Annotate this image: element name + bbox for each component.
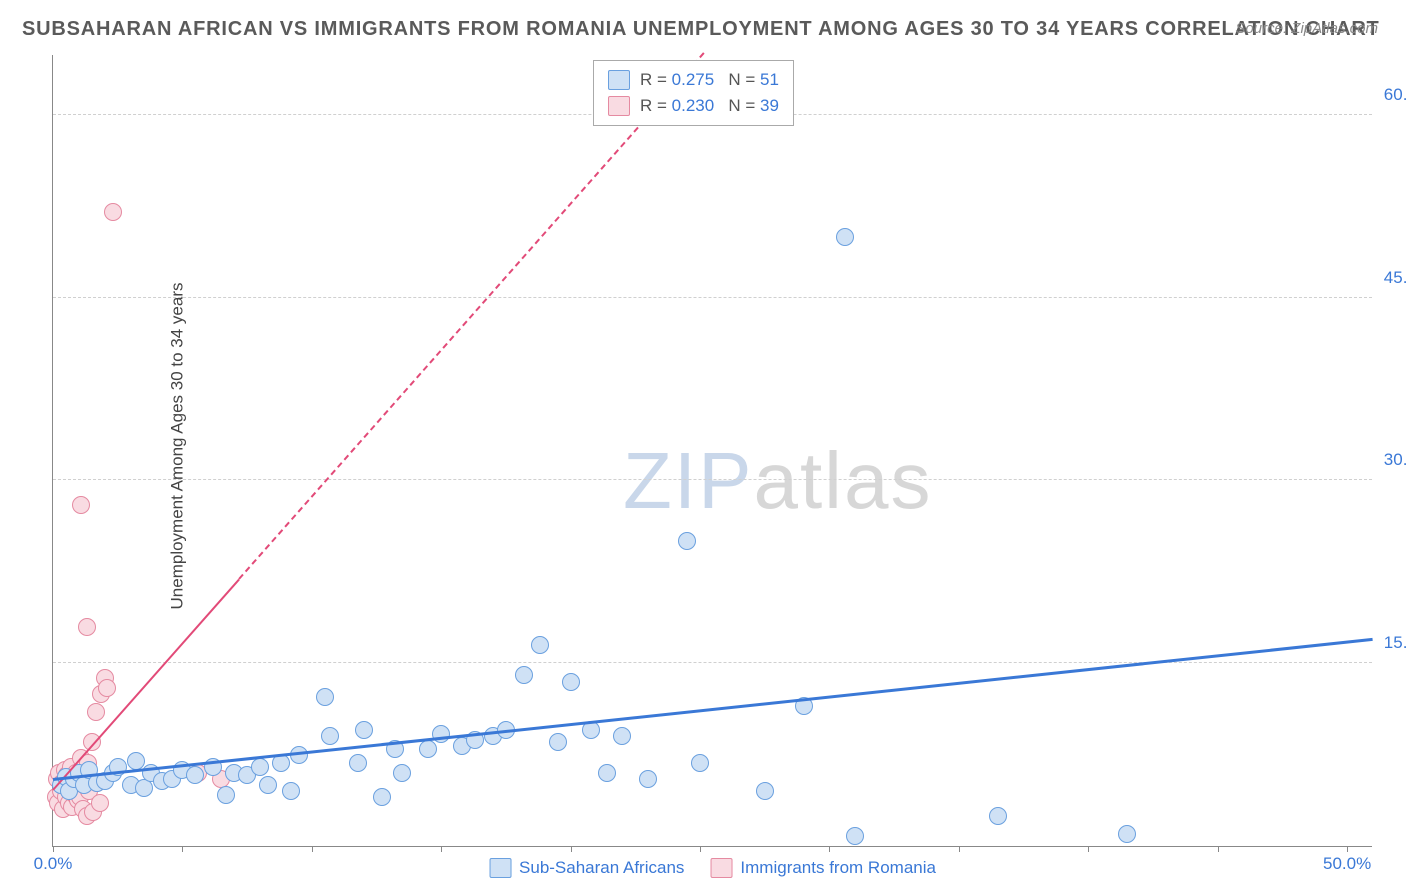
legend-swatch <box>608 96 630 116</box>
x-tick <box>959 846 960 852</box>
scatter-point-blue <box>316 688 334 706</box>
scatter-point-blue <box>549 733 567 751</box>
y-tick-label: 15.0% <box>1384 633 1406 653</box>
trendline-blue <box>53 638 1373 781</box>
watermark-text-a: ZIP <box>623 436 753 525</box>
scatter-point-pink <box>104 203 122 221</box>
source-name: ZipAtlas.com <box>1291 20 1378 37</box>
legend-statistics: R = 0.275 N = 51R = 0.230 N = 39 <box>593 60 794 126</box>
scatter-point-blue <box>419 740 437 758</box>
legend-stat-row: R = 0.275 N = 51 <box>608 67 779 93</box>
watermark-text-b: atlas <box>753 436 932 525</box>
scatter-point-blue <box>355 721 373 739</box>
legend-series-label: Sub-Saharan Africans <box>519 858 684 878</box>
y-tick-label: 30.0% <box>1384 450 1406 470</box>
legend-series-item: Immigrants from Romania <box>710 858 936 878</box>
legend-swatch <box>608 70 630 90</box>
trendline-pink <box>239 52 706 580</box>
scatter-point-pink <box>78 618 96 636</box>
scatter-point-blue <box>515 666 533 684</box>
scatter-point-blue <box>613 727 631 745</box>
scatter-point-blue <box>1118 825 1136 843</box>
legend-series-label: Immigrants from Romania <box>740 858 936 878</box>
legend-stat-text: R = 0.275 N = 51 <box>640 67 779 93</box>
x-tick-label: 50.0% <box>1323 854 1371 874</box>
x-tick <box>1347 846 1348 852</box>
scatter-point-blue <box>282 782 300 800</box>
scatter-point-blue <box>562 673 580 691</box>
legend-stat-row: R = 0.230 N = 39 <box>608 93 779 119</box>
x-tick-label: 0.0% <box>34 854 73 874</box>
legend-swatch <box>710 858 732 878</box>
x-tick <box>53 846 54 852</box>
x-tick <box>829 846 830 852</box>
scatter-point-blue <box>531 636 549 654</box>
scatter-plot-area: ZIPatlas 15.0%30.0%45.0%60.0%0.0%50.0%R … <box>52 55 1372 847</box>
scatter-point-blue <box>186 766 204 784</box>
scatter-point-pink <box>72 496 90 514</box>
gridline-horizontal <box>53 662 1372 663</box>
scatter-point-blue <box>691 754 709 772</box>
scatter-point-blue <box>639 770 657 788</box>
scatter-point-blue <box>678 532 696 550</box>
x-tick <box>441 846 442 852</box>
scatter-point-pink <box>91 794 109 812</box>
y-tick-label: 45.0% <box>1384 268 1406 288</box>
scatter-point-blue <box>373 788 391 806</box>
legend-swatch <box>489 858 511 878</box>
scatter-point-blue <box>756 782 774 800</box>
x-tick <box>571 846 572 852</box>
scatter-point-pink <box>98 679 116 697</box>
watermark: ZIPatlas <box>623 435 932 527</box>
scatter-point-blue <box>127 752 145 770</box>
scatter-point-blue <box>259 776 277 794</box>
x-tick <box>1218 846 1219 852</box>
scatter-point-blue <box>846 827 864 845</box>
legend-series-item: Sub-Saharan Africans <box>489 858 684 878</box>
legend-series: Sub-Saharan Africans Immigrants from Roma… <box>489 858 936 878</box>
scatter-point-blue <box>217 786 235 804</box>
source-label: Source: <box>1235 20 1291 37</box>
scatter-point-pink <box>87 703 105 721</box>
gridline-horizontal <box>53 479 1372 480</box>
scatter-point-blue <box>836 228 854 246</box>
x-tick <box>700 846 701 852</box>
scatter-point-blue <box>989 807 1007 825</box>
scatter-point-blue <box>321 727 339 745</box>
x-tick <box>1088 846 1089 852</box>
source-attribution: Source: ZipAtlas.com <box>1235 20 1378 37</box>
scatter-point-blue <box>598 764 616 782</box>
scatter-point-blue <box>393 764 411 782</box>
x-tick <box>312 846 313 852</box>
x-tick <box>182 846 183 852</box>
scatter-point-blue <box>251 758 269 776</box>
gridline-horizontal <box>53 297 1372 298</box>
legend-stat-text: R = 0.230 N = 39 <box>640 93 779 119</box>
y-tick-label: 60.0% <box>1384 85 1406 105</box>
chart-title: SUBSAHARAN AFRICAN VS IMMIGRANTS FROM RO… <box>22 18 1380 41</box>
scatter-point-blue <box>349 754 367 772</box>
